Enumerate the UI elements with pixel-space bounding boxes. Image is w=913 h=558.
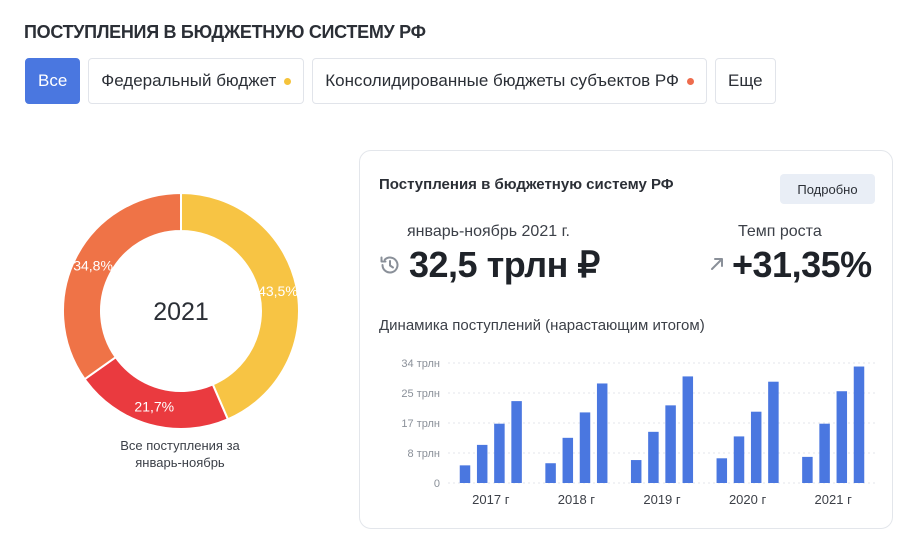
x-tick-label: 2020 г xyxy=(729,492,767,507)
tab-more[interactable]: Еще xyxy=(714,58,776,104)
donut-chart: 43,5% 21,7% 34,8% 2021 xyxy=(60,190,302,432)
x-tick-label: 2018 г xyxy=(558,492,596,507)
bar[interactable] xyxy=(853,366,865,483)
y-tick-label: 0 xyxy=(434,478,440,490)
bar[interactable] xyxy=(476,444,488,483)
page-title: ПОСТУПЛЕНИЯ В БЮДЖЕТНУЮ СИСТЕМУ РФ xyxy=(24,22,426,42)
tab-federal-budget[interactable]: Федеральный бюджет xyxy=(88,58,305,104)
tab-label: Федеральный бюджет xyxy=(101,71,277,90)
y-tick-label: 8 трлн xyxy=(408,448,440,460)
bar-chart: 0 8 трлн 17 трлн 25 трлн 34 трлн 2017 г 2018 г… xyxy=(401,358,876,507)
filter-tabs: Все Федеральный бюджет Консолидированные… xyxy=(25,58,776,104)
y-tick-label: 25 трлн xyxy=(401,388,440,400)
bar[interactable] xyxy=(579,412,591,483)
donut-segment-label: 34,8% xyxy=(73,258,113,274)
growth-value: +31,35% xyxy=(732,244,872,285)
bar[interactable] xyxy=(819,423,830,483)
card-title: Поступления в бюджетную систему РФ xyxy=(379,176,674,193)
donut-segment-label: 21,7% xyxy=(134,398,174,414)
bar[interactable] xyxy=(494,423,505,483)
period-label: январь-ноябрь 2021 г. xyxy=(407,223,570,240)
donut-center-label: 2021 xyxy=(153,298,209,326)
bar[interactable] xyxy=(665,405,676,483)
x-tick-label: 2017 г xyxy=(472,492,510,507)
tab-regional-budgets[interactable]: Консолидированные бюджеты субъектов РФ xyxy=(312,58,707,104)
tab-label: Еще xyxy=(727,71,763,90)
donut-segment-2[interactable] xyxy=(62,191,182,381)
donut-segment-label: 43,5% xyxy=(258,283,298,299)
bar[interactable] xyxy=(648,431,659,483)
bar[interactable] xyxy=(562,437,574,483)
bar[interactable] xyxy=(733,436,745,483)
bar[interactable] xyxy=(750,411,762,483)
summary-card: Поступления в бюджетную систему РФ Подро… xyxy=(359,150,893,529)
bar[interactable] xyxy=(545,463,556,483)
arrow-up-right-icon xyxy=(711,258,723,270)
x-tick-label: 2019 г xyxy=(643,492,681,507)
bar[interactable] xyxy=(682,376,694,483)
bar[interactable] xyxy=(716,458,728,483)
bar[interactable] xyxy=(836,391,848,483)
bar[interactable] xyxy=(459,465,471,483)
donut-caption: Все поступления за январь-ноябрь xyxy=(120,438,240,470)
tab-label: Все xyxy=(38,71,68,90)
growth-label: Темп роста xyxy=(738,223,822,240)
clock-history-icon xyxy=(380,256,399,274)
y-tick-label: 34 трлн xyxy=(401,358,440,370)
bar[interactable] xyxy=(596,383,608,483)
donut-segment-1[interactable] xyxy=(83,355,230,430)
bar[interactable] xyxy=(768,381,779,483)
regional-dot-icon xyxy=(686,77,694,85)
details-button[interactable]: Подробно xyxy=(780,174,875,204)
tab-label: Консолидированные бюджеты субъектов РФ xyxy=(325,71,679,90)
bar[interactable] xyxy=(630,460,642,483)
federal-dot-icon xyxy=(284,77,292,85)
tab-all[interactable]: Все xyxy=(25,58,81,104)
x-tick-label: 2021 г xyxy=(815,492,853,507)
bar[interactable] xyxy=(802,456,813,483)
total-value: 32,5 трлн ₽ xyxy=(409,244,600,285)
donut-svg: 43,5% 21,7% 34,8% 2021 xyxy=(62,191,300,430)
dynamics-title: Динамика поступлений (нарастающим итогом… xyxy=(379,317,705,334)
y-tick-label: 17 трлн xyxy=(401,418,440,430)
bar[interactable] xyxy=(511,401,522,483)
donut-segment-0[interactable] xyxy=(180,191,300,421)
